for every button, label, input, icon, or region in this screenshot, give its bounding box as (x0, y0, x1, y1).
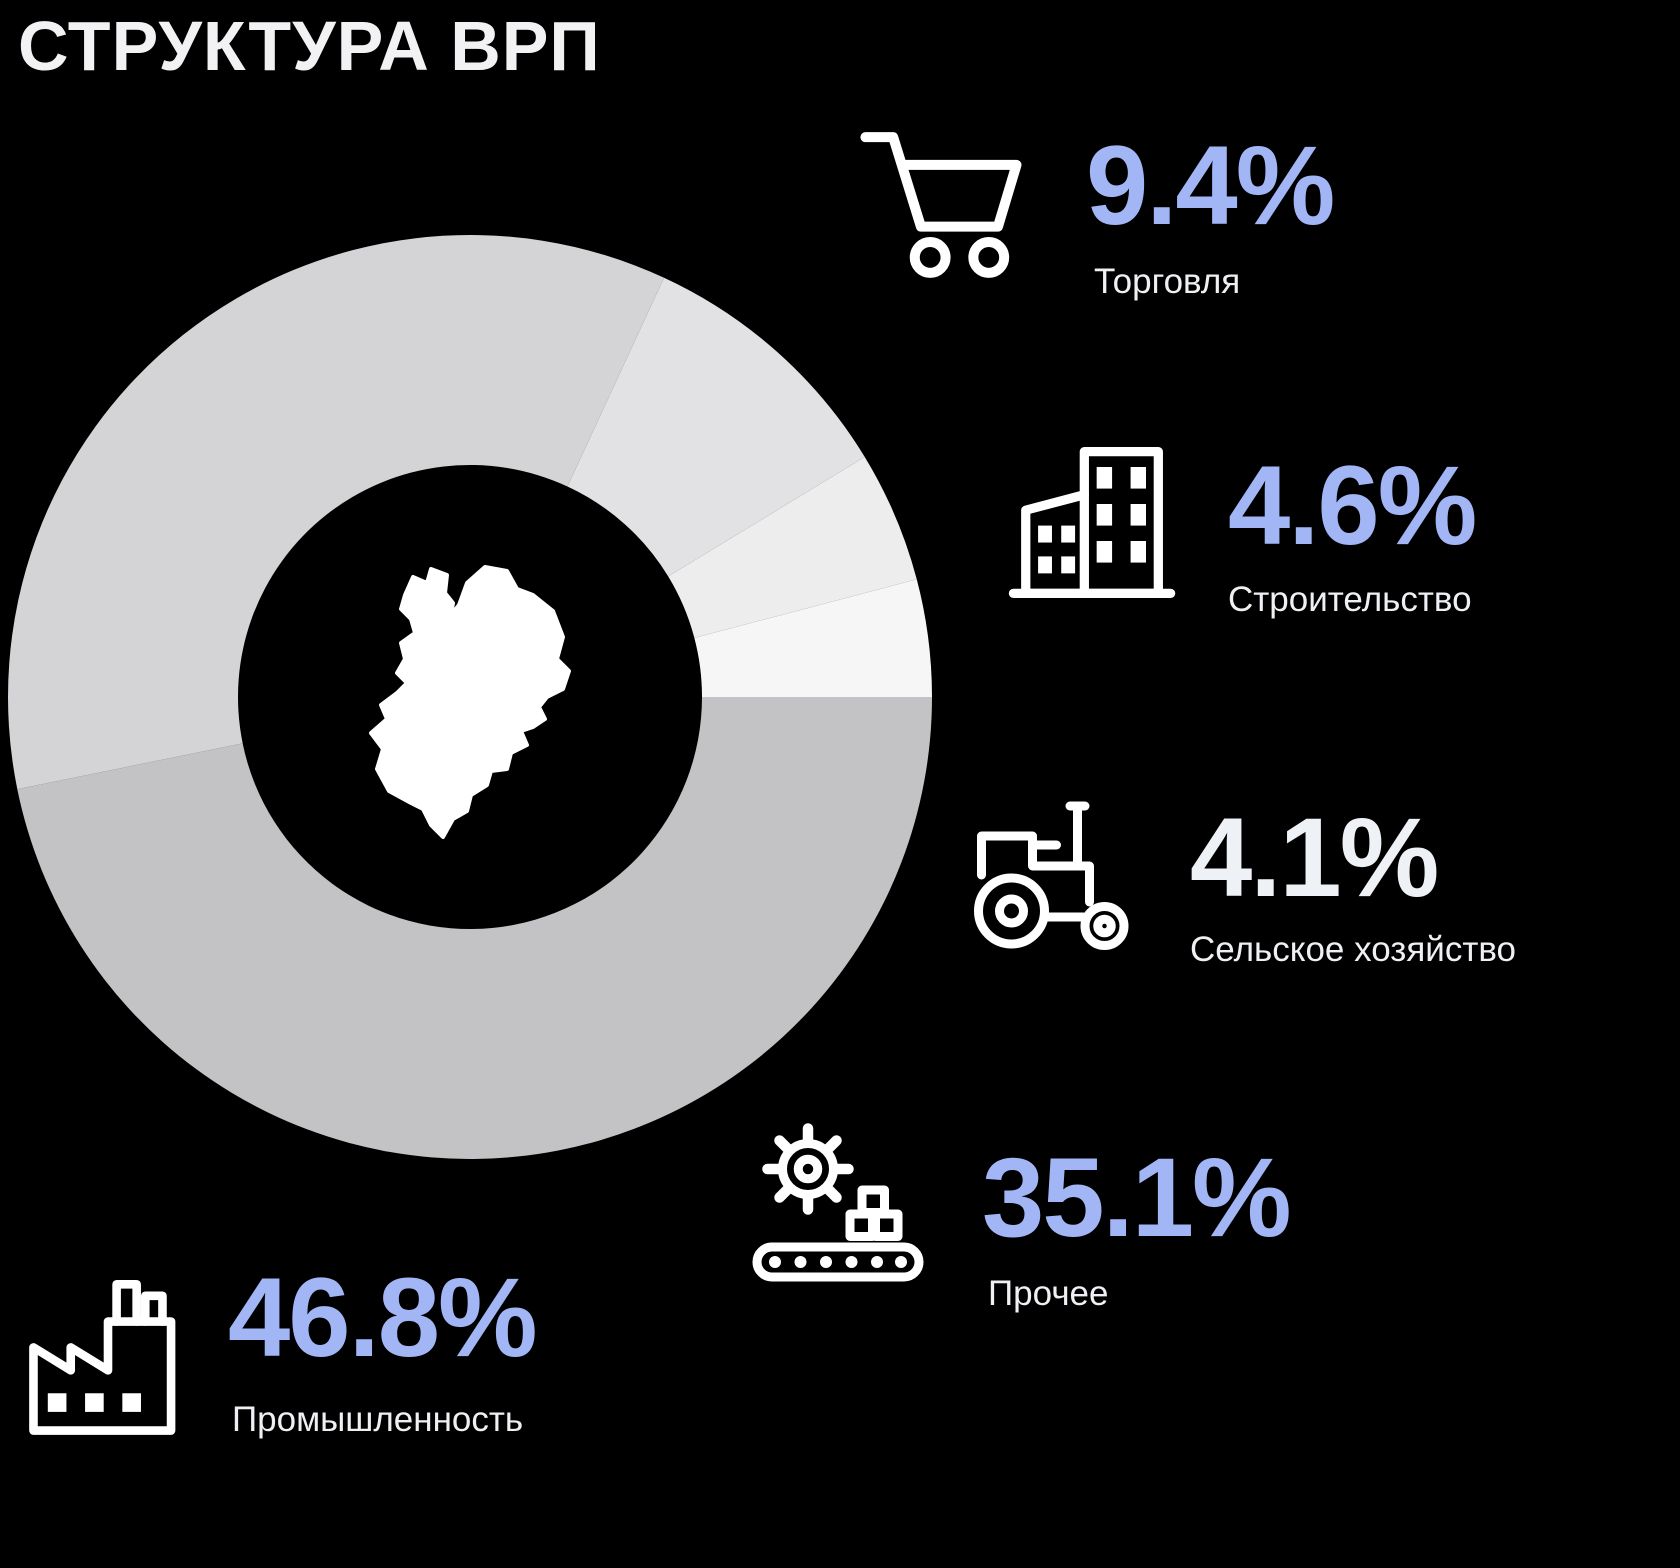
donut-segment-industry (17, 697, 933, 1159)
other-label: Прочее (988, 1274, 1109, 1313)
tractor-icon (945, 785, 1150, 965)
cart-icon (850, 110, 1035, 300)
donut-chart-svg (8, 234, 933, 1159)
building-icon (998, 425, 1183, 620)
donut-segment-agriculture (694, 579, 932, 697)
trade-percent: 9.4% (1086, 123, 1335, 248)
donut-chart (8, 233, 936, 1161)
agriculture-percent: 4.1% (1190, 795, 1439, 920)
donut-segment-other (8, 234, 665, 790)
industry-percent: 46.8% (228, 1255, 538, 1380)
construction-label: Строительство (1228, 580, 1472, 619)
trade-label: Торговля (1094, 262, 1241, 301)
donut-segment-trade (567, 277, 865, 577)
agriculture-label: Сельское хозяйство (1190, 930, 1517, 969)
gear-conveyor-icon (748, 1115, 928, 1295)
donut-segment-construction (668, 456, 917, 638)
factory-icon (22, 1255, 194, 1457)
region-map-silhouette (369, 565, 571, 839)
industry-label: Промышленность (232, 1400, 524, 1439)
page-title: СТРУКТУРА ВРП (18, 7, 601, 85)
other-percent: 35.1% (982, 1135, 1292, 1260)
construction-percent: 4.6% (1228, 443, 1477, 568)
